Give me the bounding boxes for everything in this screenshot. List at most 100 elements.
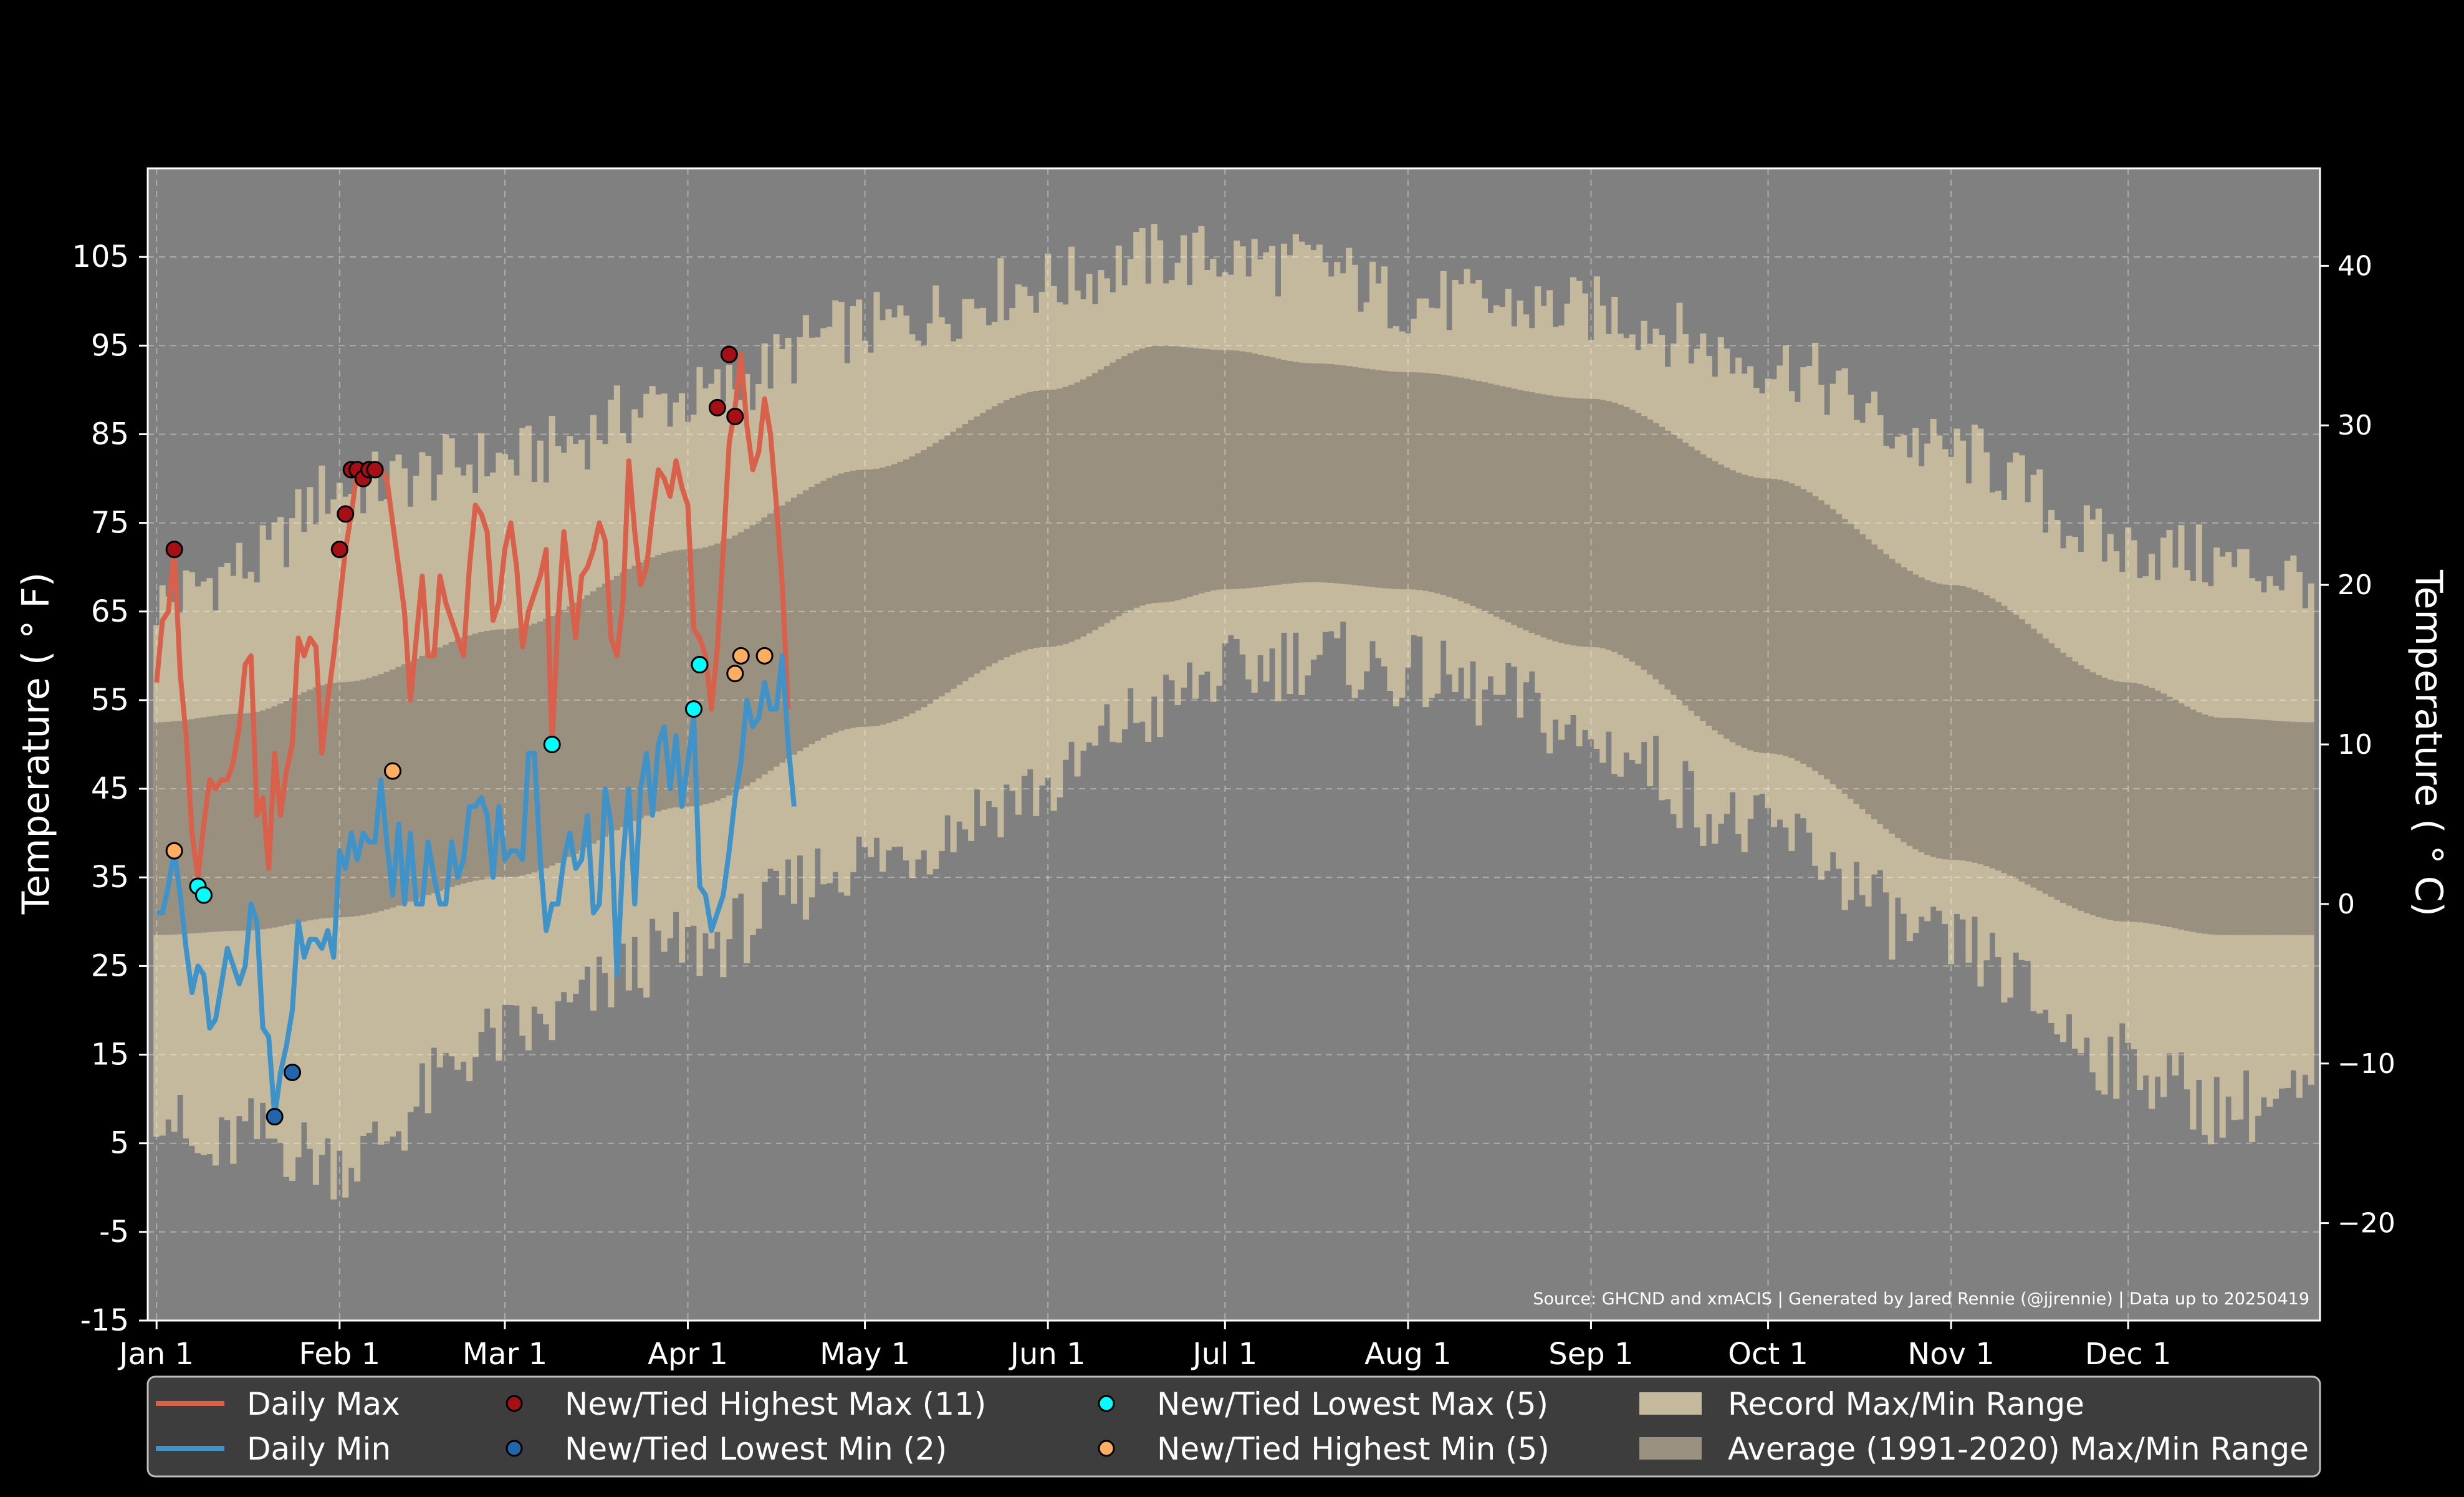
average-range-bar [1930,582,1937,857]
average-range-bar [507,628,514,877]
average-range-bar [1741,474,1748,748]
legend: Daily Max New/Tied Highest Max (11) New/Ti… [146,1375,2321,1478]
legend-box [146,1375,2321,1478]
average-range-bar [950,431,957,689]
average-range-bar [466,635,473,882]
average-range-bar [1062,387,1069,644]
average-range-bar [1782,481,1789,756]
x-tick-label: Nov 1 [1907,1337,1994,1372]
average-range-bar [1865,539,1872,814]
average-range-bar [1416,372,1423,590]
average-range-bar [826,478,833,735]
average-range-bar [1080,379,1087,637]
average-range-bar [2054,648,2061,900]
average-range-bar [1894,563,1901,839]
average-range-bar [1647,419,1654,675]
legend-label: New/Tied Lowest Max (5) [1157,1386,1548,1422]
chart-subtitle: ID= USW00093045 | LAT= 33.2369 | LON= -1… [555,124,1907,159]
average-range-bar [271,706,278,928]
y-tick-label: -15 [80,1303,129,1338]
average-range-bar [1440,375,1447,595]
daily-min-line [156,653,797,1119]
average-range-bar [419,655,426,898]
average-range-bar [266,708,272,929]
average-range-bar [956,428,963,685]
average-range-bar [921,450,928,708]
average-range-bar [1717,465,1724,735]
record-marker [366,461,384,479]
y-tick-label: 35 [91,860,129,895]
average-range-bar [926,446,933,704]
average-range-bar [1174,346,1181,600]
record-markers [165,345,774,1126]
average-range-bar [1103,366,1110,623]
y-axis-label-right: Temperature ( ° C) [2407,569,2450,917]
average-range-bar [236,713,242,931]
y-right-tick-label: 10 [2337,729,2372,761]
average-range-bar [761,517,768,775]
average-range-bar [1245,352,1252,589]
average-range-bar [2066,657,2073,906]
average-range-bar [289,698,296,924]
legend-label: Daily Min [247,1431,391,1467]
average-range-bar [1033,390,1040,648]
average-range-bar [366,678,373,914]
average-range-bar [584,595,591,847]
average-range-bar [832,475,839,733]
average-range-bar [183,720,189,934]
average-range-bar [596,587,603,840]
average-range-bar [1747,476,1754,751]
x-tick-label: Oct 1 [1728,1337,1808,1372]
x-tick-label: Apr 1 [648,1337,728,1372]
average-range-bar [885,466,892,723]
x-tick-label: Sep 1 [1548,1337,1633,1372]
average-range-bar [1422,373,1429,591]
average-range-bar [1464,378,1470,604]
average-range-bar [1712,461,1719,731]
average-range-bar [448,642,455,887]
average-range-bar [1404,372,1411,590]
average-range-bar [2207,716,2214,935]
average-range-bar [868,469,875,727]
average-range-bar [909,456,916,714]
average-range-bar [2302,722,2309,935]
average-range-bar [726,538,732,796]
x-tick-label: Jan 1 [117,1337,194,1372]
average-range-bar [496,629,502,878]
legend-swatch-dot [506,1440,523,1457]
average-range-bar [932,443,939,700]
average-range-bar [1180,347,1187,599]
record-marker [330,541,348,559]
plot-area: Source: GHCND and xmACIS | Generated by … [146,167,2321,1322]
average-range-bar [1098,369,1105,627]
x-tick-label: Jun 1 [1009,1337,1086,1372]
average-range-bar [218,715,225,931]
average-range-bar [1381,370,1388,589]
average-range-bar [324,683,331,918]
average-range-bar [1470,380,1477,606]
record-marker [337,505,355,523]
average-range-bar [643,559,650,816]
average-range-bar [903,459,909,716]
average-range-bar [1292,362,1299,584]
average-range-bar [1965,587,1972,862]
record-marker [720,345,738,363]
average-range-bar [2001,605,2008,874]
average-range-bar [1794,486,1801,761]
average-range-bar [1393,372,1399,589]
average-range-bar [1304,363,1311,583]
average-range-bar [1552,396,1559,642]
average-range-bar [2260,720,2268,935]
average-range-bar [1045,390,1052,647]
x-tick-label: Dec 1 [2085,1337,2172,1372]
average-range-bar [413,658,419,900]
average-range-bar [1222,350,1229,590]
average-range-bar [985,409,992,667]
average-range-bar [797,494,803,751]
average-range-bar [336,682,343,918]
legend-label: Record Max/Min Range [1728,1386,2084,1422]
average-range-bar [2278,721,2285,935]
average-range-bar [489,630,497,878]
average-range-bar [242,713,249,931]
y-right-tick-label: 40 [2337,250,2372,282]
